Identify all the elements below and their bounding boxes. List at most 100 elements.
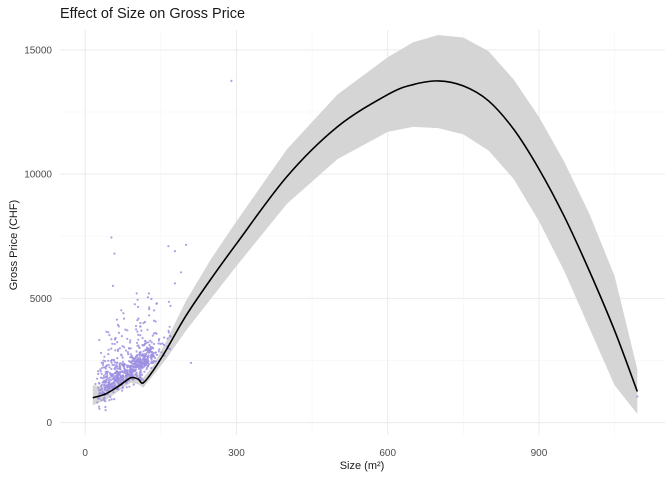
data-point bbox=[97, 387, 100, 390]
data-point bbox=[126, 351, 129, 354]
data-point bbox=[137, 344, 140, 347]
data-point bbox=[142, 344, 145, 347]
data-point bbox=[152, 347, 155, 350]
data-point bbox=[190, 361, 193, 364]
data-point bbox=[128, 385, 131, 388]
data-point bbox=[144, 353, 147, 356]
data-point bbox=[135, 354, 139, 357]
data-point bbox=[144, 363, 147, 366]
data-point bbox=[167, 245, 170, 248]
data-point bbox=[121, 386, 124, 389]
y-tick-label: 5000 bbox=[30, 294, 53, 305]
data-point bbox=[141, 353, 144, 356]
data-point bbox=[108, 386, 111, 389]
data-point bbox=[143, 370, 146, 373]
data-point bbox=[138, 358, 141, 361]
data-point bbox=[107, 359, 110, 362]
y-tick-label: 15000 bbox=[24, 45, 52, 56]
data-point bbox=[123, 369, 126, 372]
data-point bbox=[99, 368, 102, 371]
data-point bbox=[167, 329, 170, 332]
data-point bbox=[151, 353, 154, 356]
data-point bbox=[121, 345, 124, 348]
data-point bbox=[121, 375, 124, 378]
data-point bbox=[138, 370, 142, 373]
data-point bbox=[134, 362, 138, 365]
data-point bbox=[146, 351, 149, 354]
data-point bbox=[102, 391, 105, 394]
data-point bbox=[117, 388, 120, 391]
data-point bbox=[102, 376, 106, 379]
data-point bbox=[636, 395, 639, 398]
data-point bbox=[153, 356, 157, 359]
data-point bbox=[122, 362, 126, 366]
data-point bbox=[140, 377, 143, 380]
data-point bbox=[132, 383, 135, 386]
data-point bbox=[155, 302, 158, 305]
data-point bbox=[159, 342, 162, 345]
data-point bbox=[146, 328, 149, 331]
data-point bbox=[111, 342, 114, 345]
data-point bbox=[133, 366, 136, 369]
data-point bbox=[134, 369, 137, 373]
data-point bbox=[135, 350, 138, 353]
data-point bbox=[135, 292, 138, 295]
data-point bbox=[107, 381, 110, 385]
data-point bbox=[101, 363, 104, 367]
data-point bbox=[139, 321, 142, 325]
data-point bbox=[112, 358, 115, 361]
data-point bbox=[131, 373, 134, 376]
data-point bbox=[145, 341, 148, 344]
data-point bbox=[110, 386, 113, 389]
data-point bbox=[148, 306, 151, 309]
data-point bbox=[113, 252, 116, 255]
data-point bbox=[230, 79, 233, 82]
data-point bbox=[148, 344, 151, 347]
data-point bbox=[139, 360, 142, 364]
data-point bbox=[169, 335, 172, 338]
data-point bbox=[113, 372, 116, 375]
data-point bbox=[136, 319, 139, 322]
data-point bbox=[138, 372, 141, 375]
data-point bbox=[162, 343, 165, 346]
data-point bbox=[105, 380, 108, 384]
data-point bbox=[144, 361, 147, 364]
data-point bbox=[100, 383, 103, 386]
data-point bbox=[132, 378, 135, 381]
data-point bbox=[115, 374, 118, 378]
data-point bbox=[110, 361, 113, 364]
data-point bbox=[120, 309, 123, 312]
data-point bbox=[113, 398, 116, 401]
data-point bbox=[140, 329, 143, 332]
data-point bbox=[137, 333, 140, 336]
data-point bbox=[142, 363, 145, 366]
data-point bbox=[110, 347, 113, 350]
data-point bbox=[147, 360, 150, 363]
data-point bbox=[148, 351, 151, 354]
data-point bbox=[122, 317, 126, 320]
data-point bbox=[97, 405, 101, 408]
data-point bbox=[157, 350, 160, 353]
data-point bbox=[102, 366, 105, 369]
data-point bbox=[125, 369, 129, 372]
data-point bbox=[108, 334, 111, 337]
data-point bbox=[137, 360, 140, 363]
data-point bbox=[160, 351, 163, 354]
data-point bbox=[123, 346, 126, 349]
data-point bbox=[145, 368, 148, 371]
data-point bbox=[135, 328, 138, 331]
data-point bbox=[105, 365, 108, 368]
data-point bbox=[108, 376, 111, 379]
data-point bbox=[115, 318, 118, 321]
data-point bbox=[121, 378, 124, 381]
data-point bbox=[135, 374, 139, 378]
data-point bbox=[126, 371, 129, 374]
data-point bbox=[107, 348, 110, 351]
data-point bbox=[105, 379, 108, 382]
data-point bbox=[121, 356, 124, 359]
data-point bbox=[151, 361, 155, 364]
data-point bbox=[129, 339, 132, 342]
data-point bbox=[150, 341, 153, 344]
data-point bbox=[147, 356, 150, 359]
data-point bbox=[126, 337, 129, 340]
